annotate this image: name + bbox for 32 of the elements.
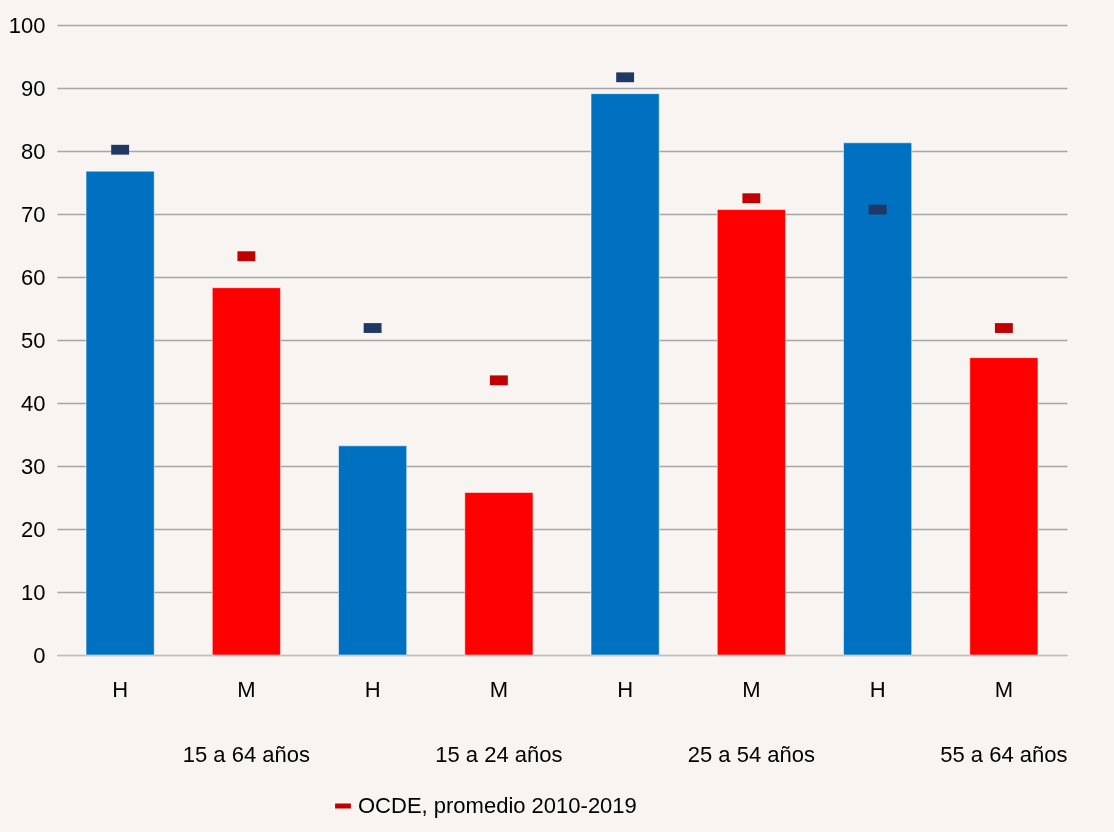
legend-label: OCDE, promedio 2010-2019 (358, 793, 637, 818)
bar (590, 93, 660, 656)
y-tick-label: 40 (21, 390, 46, 416)
bar (843, 142, 913, 656)
bar (969, 357, 1039, 656)
x-tick-label: M (489, 676, 509, 702)
x-tick-label: M (994, 676, 1014, 702)
y-tick-label: 100 (8, 12, 46, 38)
x-tick-label: H (364, 676, 381, 702)
x-tick-label: M (742, 676, 761, 702)
y-tick-label: 50 (21, 327, 46, 353)
bar (85, 170, 155, 656)
y-tick-label: 90 (21, 75, 46, 101)
x-tick-label: H (112, 676, 129, 702)
y-tick-label: 20 (21, 516, 46, 542)
bar (716, 209, 786, 656)
text: 25 a 54 años (687, 742, 815, 767)
y-tick-label: 30 (21, 453, 46, 479)
bar (338, 445, 408, 656)
y-tick-label: 70 (21, 201, 46, 227)
x-tick-label: H (617, 676, 634, 702)
text: 15 a 24 años (435, 742, 563, 767)
y-tick-label: 60 (21, 264, 46, 290)
x-tick-label: M (237, 676, 256, 702)
y-tick-label: 10 (21, 579, 46, 605)
text: 15 a 64 años (182, 742, 310, 767)
y-tick-label: 80 (21, 138, 46, 164)
bar (464, 491, 534, 656)
text: 55 a 64 años (940, 742, 1068, 767)
bar (211, 287, 281, 656)
x-tick-label: H (869, 676, 886, 702)
y-tick-label: 0 (33, 642, 46, 668)
